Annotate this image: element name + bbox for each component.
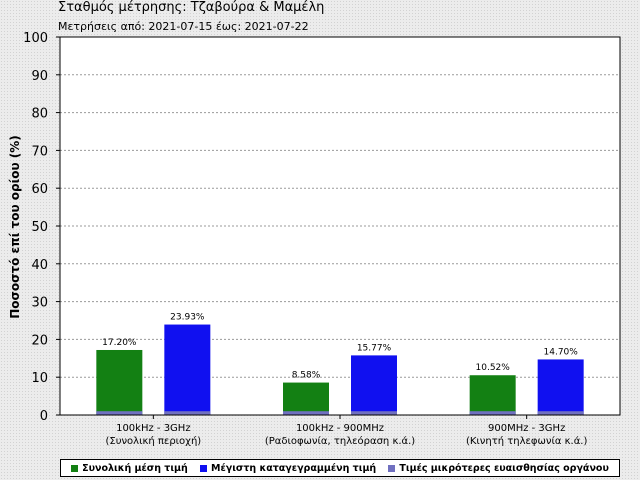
y-tick-label: 50 bbox=[31, 220, 48, 235]
legend-swatch-max bbox=[200, 464, 207, 472]
legend-label-mean: Συνολική μέση τιμή bbox=[82, 462, 188, 474]
sensitivity-floor bbox=[537, 411, 584, 415]
legend-item-max: Μέγιστη καταγεγραμμένη τιμή bbox=[200, 463, 376, 474]
y-tick-label: 10 bbox=[31, 371, 48, 386]
y-tick-label: 90 bbox=[31, 69, 48, 84]
data-label: 15.77% bbox=[357, 343, 392, 353]
y-tick-label: 100 bbox=[23, 31, 48, 46]
bar bbox=[351, 355, 397, 415]
data-label: 8.58% bbox=[292, 371, 321, 381]
sensitivity-floor bbox=[469, 411, 516, 415]
page-title: Σταθμός μέτρησης: Τζαβούρα & Μαμέλη bbox=[58, 0, 325, 15]
bar bbox=[96, 349, 143, 415]
sensitivity-floor bbox=[351, 411, 397, 415]
y-tick-label: 20 bbox=[31, 333, 48, 348]
bar bbox=[283, 382, 329, 415]
sensitivity-floor bbox=[283, 411, 329, 415]
page-subtitle: Μετρήσεις από: 2021-07-15 έως: 2021-07-2… bbox=[58, 20, 309, 33]
data-label: 17.20% bbox=[102, 338, 137, 348]
legend-label-sensitivity: Τιμές μικρότερες ευαισθησίας οργάνου bbox=[399, 462, 609, 474]
data-label: 23.93% bbox=[170, 313, 205, 323]
x-tick-label: 900MHz - 3GHz bbox=[488, 423, 565, 434]
bar bbox=[469, 375, 516, 415]
y-axis-label: Ποσοστό επί του ορίου (%) bbox=[8, 135, 22, 319]
legend-item-sensitivity: Τιμές μικρότερες ευαισθησίας οργάνου bbox=[388, 462, 609, 474]
legend-label-max: Μέγιστη καταγεγραμμένη τιμή bbox=[211, 462, 377, 474]
y-tick-label: 80 bbox=[31, 107, 48, 122]
y-tick-label: 70 bbox=[31, 144, 48, 159]
legend-swatch-sensitivity bbox=[388, 464, 396, 472]
bar-chart: 17.20% 23.93% 8.58% 15.77% 10.52% 14.70% 0 10 2… bbox=[8, 31, 621, 447]
bar bbox=[537, 359, 584, 415]
y-tick-label: 0 bbox=[40, 409, 48, 424]
data-label: 10.52% bbox=[476, 363, 511, 373]
y-tick-label: 40 bbox=[31, 258, 48, 273]
y-tick-label: 30 bbox=[31, 296, 48, 311]
x-tick-sublabel: (Ραδιοφωνία, τηλεόραση κ.ά.) bbox=[265, 435, 415, 447]
sensitivity-floor bbox=[96, 411, 143, 415]
x-tick-sublabel: (Συνολική περιοχή) bbox=[105, 435, 201, 447]
legend-swatch-mean bbox=[71, 464, 79, 472]
bar bbox=[164, 324, 211, 415]
x-tick-label: 100kHz - 900MHz bbox=[296, 423, 384, 434]
y-tick-label: 60 bbox=[31, 182, 48, 197]
x-tick-sublabel: (Κινητή τηλεφωνία κ.ά.) bbox=[466, 435, 588, 447]
sensitivity-floor bbox=[164, 411, 211, 415]
x-tick-label: 100kHz - 3GHz bbox=[116, 423, 191, 434]
data-label: 14.70% bbox=[544, 347, 579, 357]
legend-item-mean: Συνολική μέση τιμή bbox=[71, 463, 188, 474]
chart-legend: Συνολική μέση τιμή Μέγιστη καταγεγραμμέν… bbox=[60, 459, 620, 477]
